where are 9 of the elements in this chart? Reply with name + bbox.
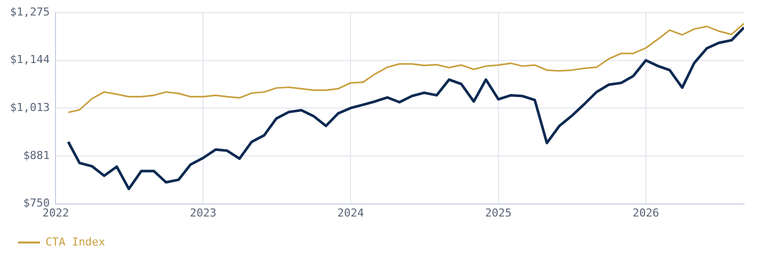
y-tick-label: $1,013 [10,100,50,114]
y-tick-label: $1,144 [10,53,50,66]
y-tick-label: $881 [23,148,50,162]
x-tick-label: 2025 [485,206,512,220]
legend-label: CTA Index [46,235,106,248]
x-tick-label: 2023 [190,206,216,220]
x-tick-label: 2024 [337,206,364,220]
y-tick-label: $1,275 [10,5,50,18]
x-tick-label: 2026 [632,206,660,220]
